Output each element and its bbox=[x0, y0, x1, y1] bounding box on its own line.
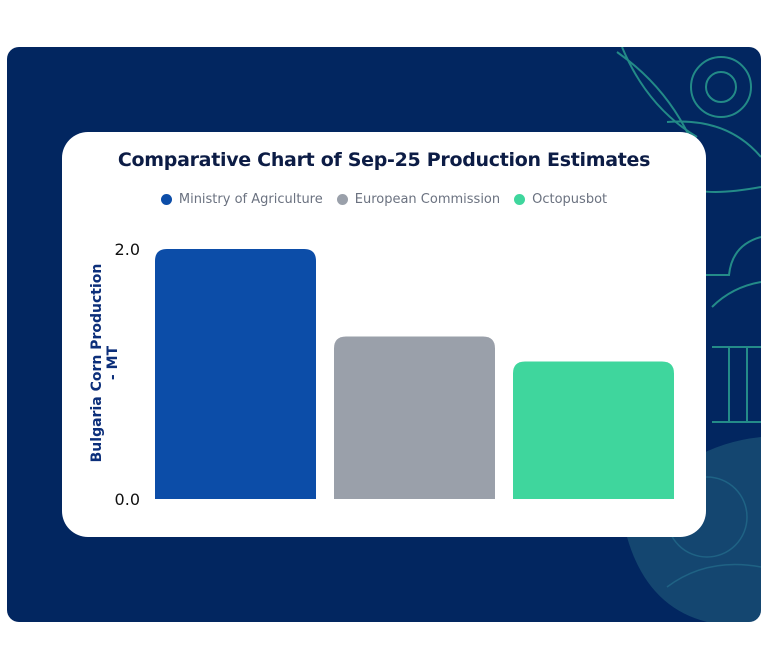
legend-item-european-commission[interactable]: European Commission bbox=[336, 192, 501, 207]
legend-label: Ministry of Agriculture bbox=[178, 192, 323, 207]
chart-card: Comparative Chart of Sep-25 Production E… bbox=[62, 132, 706, 537]
legend-label: Octopusbot bbox=[532, 192, 608, 207]
chart-title: Comparative Chart of Sep-25 Production E… bbox=[117, 149, 651, 171]
legend-dot-icon bbox=[336, 194, 348, 205]
chart-legend: Ministry of Agriculture European Commiss… bbox=[62, 192, 706, 207]
bar-octopusbot[interactable] bbox=[513, 361, 674, 500]
plot-area: 0.0 2.0 bbox=[115, 240, 674, 509]
legend-dot-icon bbox=[160, 194, 172, 205]
legend-item-octopusbot[interactable]: Octopusbot bbox=[514, 192, 607, 207]
legend-item-ministry[interactable]: Ministry of Agriculture bbox=[160, 192, 323, 207]
bar-ministry-of-agriculture[interactable] bbox=[155, 249, 316, 499]
bar-european-commission[interactable] bbox=[334, 336, 495, 500]
legend-label: European Commission bbox=[354, 192, 501, 207]
y-tick-label: 2.0 bbox=[115, 240, 140, 259]
y-tick-label: 0.0 bbox=[115, 490, 140, 509]
legend-dot-icon bbox=[514, 194, 526, 205]
